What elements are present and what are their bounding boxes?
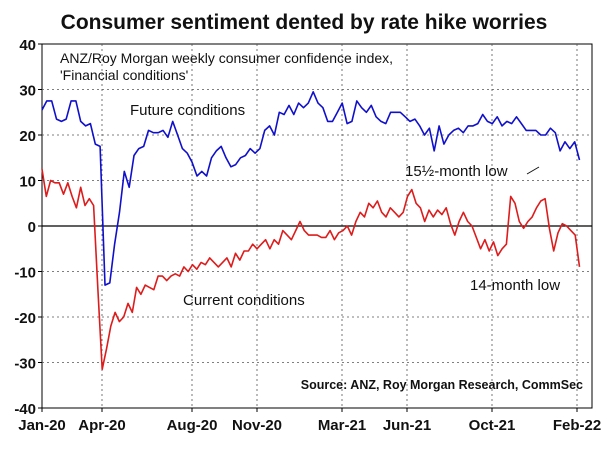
y-tick-label: 0	[28, 219, 36, 236]
y-tick-label: -30	[14, 356, 36, 373]
current-conditions-label: Current conditions	[183, 292, 305, 309]
future-end-pointer	[526, 166, 540, 175]
subtitle-line-1: ANZ/Roy Morgan weekly consumer confidenc…	[60, 50, 393, 66]
subtitle-line-2: 'Financial conditions'	[60, 67, 188, 83]
current-end-label: 14-month low	[470, 277, 560, 294]
x-tick-label: Aug-20	[167, 417, 218, 434]
y-tick-label: -20	[14, 310, 36, 327]
y-tick-label: -40	[14, 401, 36, 418]
x-tick-label: Apr-20	[78, 417, 126, 434]
x-tick-label: Jun-21	[383, 417, 431, 434]
x-tick-label: Feb-22	[553, 417, 601, 434]
current-conditions-line	[41, 168, 581, 371]
future-conditions-label: Future conditions	[130, 102, 245, 119]
y-tick-label: 20	[19, 128, 36, 145]
y-tick-label: 30	[19, 83, 36, 100]
y-axis: -40 -30 -20 -10 0 10 20 30 40	[14, 37, 42, 418]
series-lines	[41, 91, 581, 371]
future-conditions-line	[41, 91, 581, 286]
source-note: Source: ANZ, Roy Morgan Research, CommSe…	[301, 378, 583, 392]
y-tick-label: -10	[14, 265, 36, 282]
x-tick-label: Jan-20	[18, 417, 66, 434]
y-tick-label: 10	[19, 174, 36, 191]
y-tick-label: 40	[19, 37, 36, 54]
future-end-label: 15½-month low	[405, 163, 508, 180]
chart-title: Consumer sentiment dented by rate hike w…	[61, 11, 548, 34]
x-tick-label: Nov-20	[232, 417, 282, 434]
x-tick-label: Mar-21	[318, 417, 366, 434]
x-axis: Jan-20 Apr-20 Aug-20 Nov-20 Mar-21 Jun-21 Oct-…	[18, 408, 601, 434]
x-tick-label: Oct-21	[469, 417, 516, 434]
